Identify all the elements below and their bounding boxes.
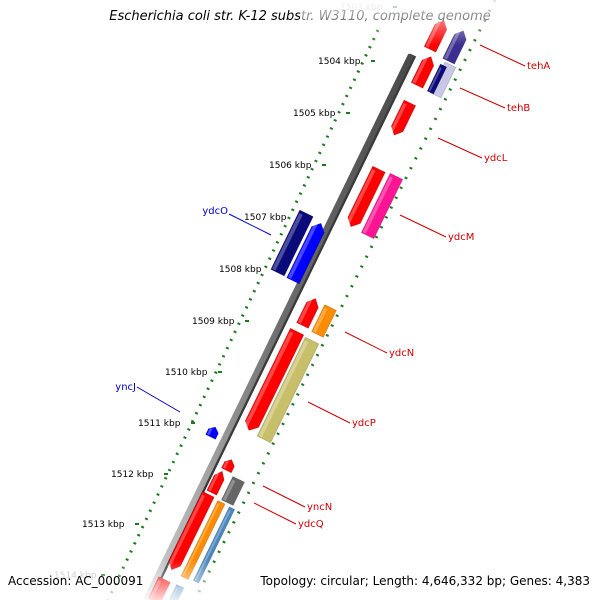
gene-label-ydcL[interactable]: ydcL	[484, 153, 508, 164]
gene-leader-line	[136, 386, 181, 413]
tick-label: 1504 kbp	[318, 57, 361, 67]
gene-leader-line	[307, 401, 351, 424]
tick-label: 1513 kbp	[82, 520, 125, 530]
gene-label-ydcQ[interactable]: ydcQ	[298, 519, 324, 530]
gene-ydcO-bar[interactable]	[270, 209, 314, 277]
gene-tehB-bar[interactable]	[410, 54, 437, 89]
bottom-fade	[0, 560, 260, 600]
gene-label-ydcN[interactable]: ydcN	[389, 348, 414, 359]
topology-label: Topology: circular; Length: 4,646,332 bp…	[260, 574, 590, 588]
gene-label-ydcP[interactable]: ydcP	[352, 418, 376, 429]
gene-leader-line	[399, 214, 447, 238]
gene-yncN-protein-bar[interactable]	[221, 476, 245, 506]
gene-ydcM-bar[interactable]	[345, 165, 386, 230]
tick-label: 1505 kbp	[293, 109, 336, 119]
gene-ydcP-protein-bar[interactable]	[256, 336, 320, 444]
tick-label: 1510 kbp	[165, 368, 208, 378]
gene-ydcL-bar[interactable]	[388, 99, 417, 138]
gene-label-tehB[interactable]: tehB	[507, 103, 530, 114]
gene-leader-line	[262, 485, 306, 508]
gene-leader-line	[437, 137, 483, 159]
gene-yncJ-bar[interactable]	[205, 425, 221, 440]
tick-label: 1508 kbp	[219, 265, 262, 275]
gene-label-ydcO[interactable]: ydcO	[202, 206, 228, 217]
track-dotted-line	[193, 0, 497, 600]
gene-yncN-bar[interactable]	[206, 469, 227, 496]
top-fade	[300, 0, 600, 45]
gene-leader-line	[344, 331, 388, 354]
accession-label: Accession: AC_000091	[8, 574, 144, 588]
gene-ydcN-protein-bar[interactable]	[311, 304, 337, 338]
gene-ydcO-protein-bar[interactable]	[286, 220, 328, 285]
gene-leader-line	[459, 87, 506, 109]
gene-leader-line	[228, 213, 272, 236]
backbone	[143, 53, 414, 600]
gene-yncN-small-bar[interactable]	[221, 457, 236, 474]
gene-label-yncJ[interactable]: yncJ	[115, 382, 136, 393]
gene-leader-line	[479, 44, 526, 67]
tick-label: 1511 kbp	[138, 419, 181, 429]
gene-tehB-cds-bar[interactable]	[426, 63, 448, 95]
gene-label-yncN[interactable]: yncN	[307, 502, 332, 513]
gene-label-tehA[interactable]: tehA	[527, 61, 550, 72]
gene-ydcM-protein-bar[interactable]	[360, 172, 404, 240]
tick-label: 1506 kbp	[269, 161, 312, 171]
gene-leader-line	[253, 502, 297, 525]
gene-ydcP-bar[interactable]	[242, 327, 305, 433]
tick-label: 1507 kbp	[244, 213, 287, 223]
tick-label: 1509 kbp	[192, 317, 235, 327]
gene-ydcN-bar[interactable]	[296, 296, 322, 329]
gene-label-ydcM[interactable]: ydcM	[448, 232, 474, 243]
tick-label: 1512 kbp	[111, 470, 154, 480]
tick-dotted-line	[106, 29, 380, 600]
